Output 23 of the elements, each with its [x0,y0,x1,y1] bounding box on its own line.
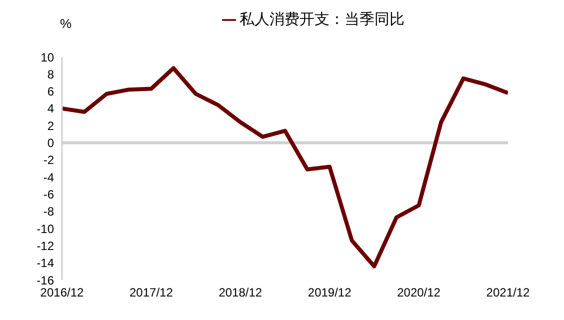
x-tick-label: 2018/12 [218,286,262,300]
y-tick-label: -2 [43,153,54,168]
y-tick-label: -10 [36,222,54,236]
y-tick-label: -4 [43,170,54,184]
y-tick-label: -16 [36,273,54,288]
x-tick-label: 2016/12 [40,286,84,300]
y-tick-label: -8 [43,204,54,219]
line-series [62,66,508,268]
y-tick-label: 10 [40,50,54,64]
y-tick-label: 2 [47,118,54,133]
x-tick-label: 2019/12 [308,286,352,300]
y-tick-label: 4 [47,102,54,116]
y-tick-label: 8 [47,67,54,82]
y-tick-label: 6 [47,84,54,99]
x-tick-label: 2020/12 [397,286,441,300]
x-tick-label: 2021/12 [486,286,530,300]
legend-label: 私人消费开支：当季同比 [240,11,404,28]
x-tick-label: 2017/12 [130,286,174,300]
y-tick-label: -6 [43,187,54,202]
y-tick-label: -12 [36,238,54,253]
y-axis-title: % [60,16,72,31]
y-tick-label: 0 [47,136,54,150]
y-tick-label: -14 [36,256,54,270]
